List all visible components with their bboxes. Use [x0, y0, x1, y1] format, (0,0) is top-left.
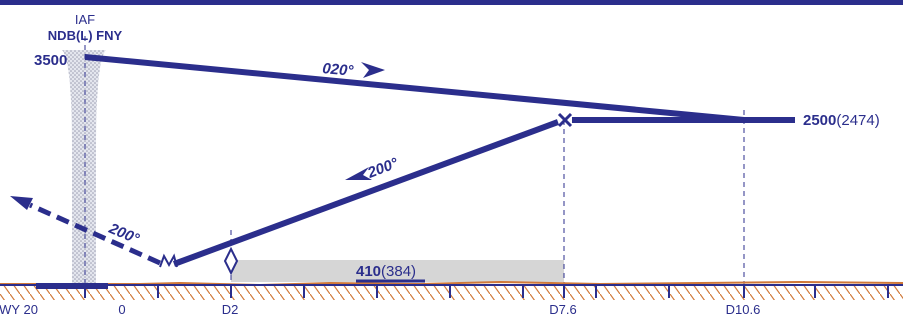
- mda-altitude: 410: [356, 263, 381, 280]
- distance-ticks: [84, 285, 889, 298]
- distance-reference-lines: [84, 36, 745, 284]
- missed-course-label: 200°: [106, 220, 143, 249]
- platform-altitude: 2500: [803, 112, 836, 129]
- distance-label-zero: 0: [118, 302, 125, 317]
- runway-bar: [36, 283, 108, 289]
- missed-approach-track: [28, 202, 162, 266]
- terrain-hatch: [0, 286, 903, 300]
- mda-height: (384): [381, 263, 416, 280]
- fix-cone: [62, 50, 106, 284]
- inbound-arrow: [345, 167, 372, 180]
- distance-label-d7-6: D7.6: [549, 302, 576, 317]
- fix-name-label: NDB(L) FNY: [48, 28, 123, 43]
- distance-label-d2: D2: [222, 302, 239, 317]
- outbound-track: [84, 54, 745, 123]
- fix-altitude-label: 3500: [34, 52, 67, 69]
- obstacle-clearance-area: [231, 260, 564, 282]
- inbound-track: [172, 119, 560, 267]
- outbound-course-label: 020°: [322, 60, 355, 80]
- platform-altitude-label: 2500(2474): [803, 112, 880, 129]
- diamond-icon: [223, 246, 239, 276]
- fix-type-label: IAF: [75, 12, 95, 27]
- platform-height: (2474): [836, 112, 879, 129]
- top-frame-line: [0, 0, 903, 5]
- missed-approach-arrowhead: [10, 196, 33, 210]
- inbound-course-label: 200°: [364, 154, 401, 182]
- runway-label: RWY 20: [0, 302, 38, 317]
- map-m-icon: [159, 253, 178, 268]
- outbound-arrow: [361, 62, 385, 78]
- distance-label-d10-6: D10.6: [726, 302, 761, 317]
- mda-label: 410(384): [356, 263, 416, 280]
- cross-icon: [557, 112, 573, 128]
